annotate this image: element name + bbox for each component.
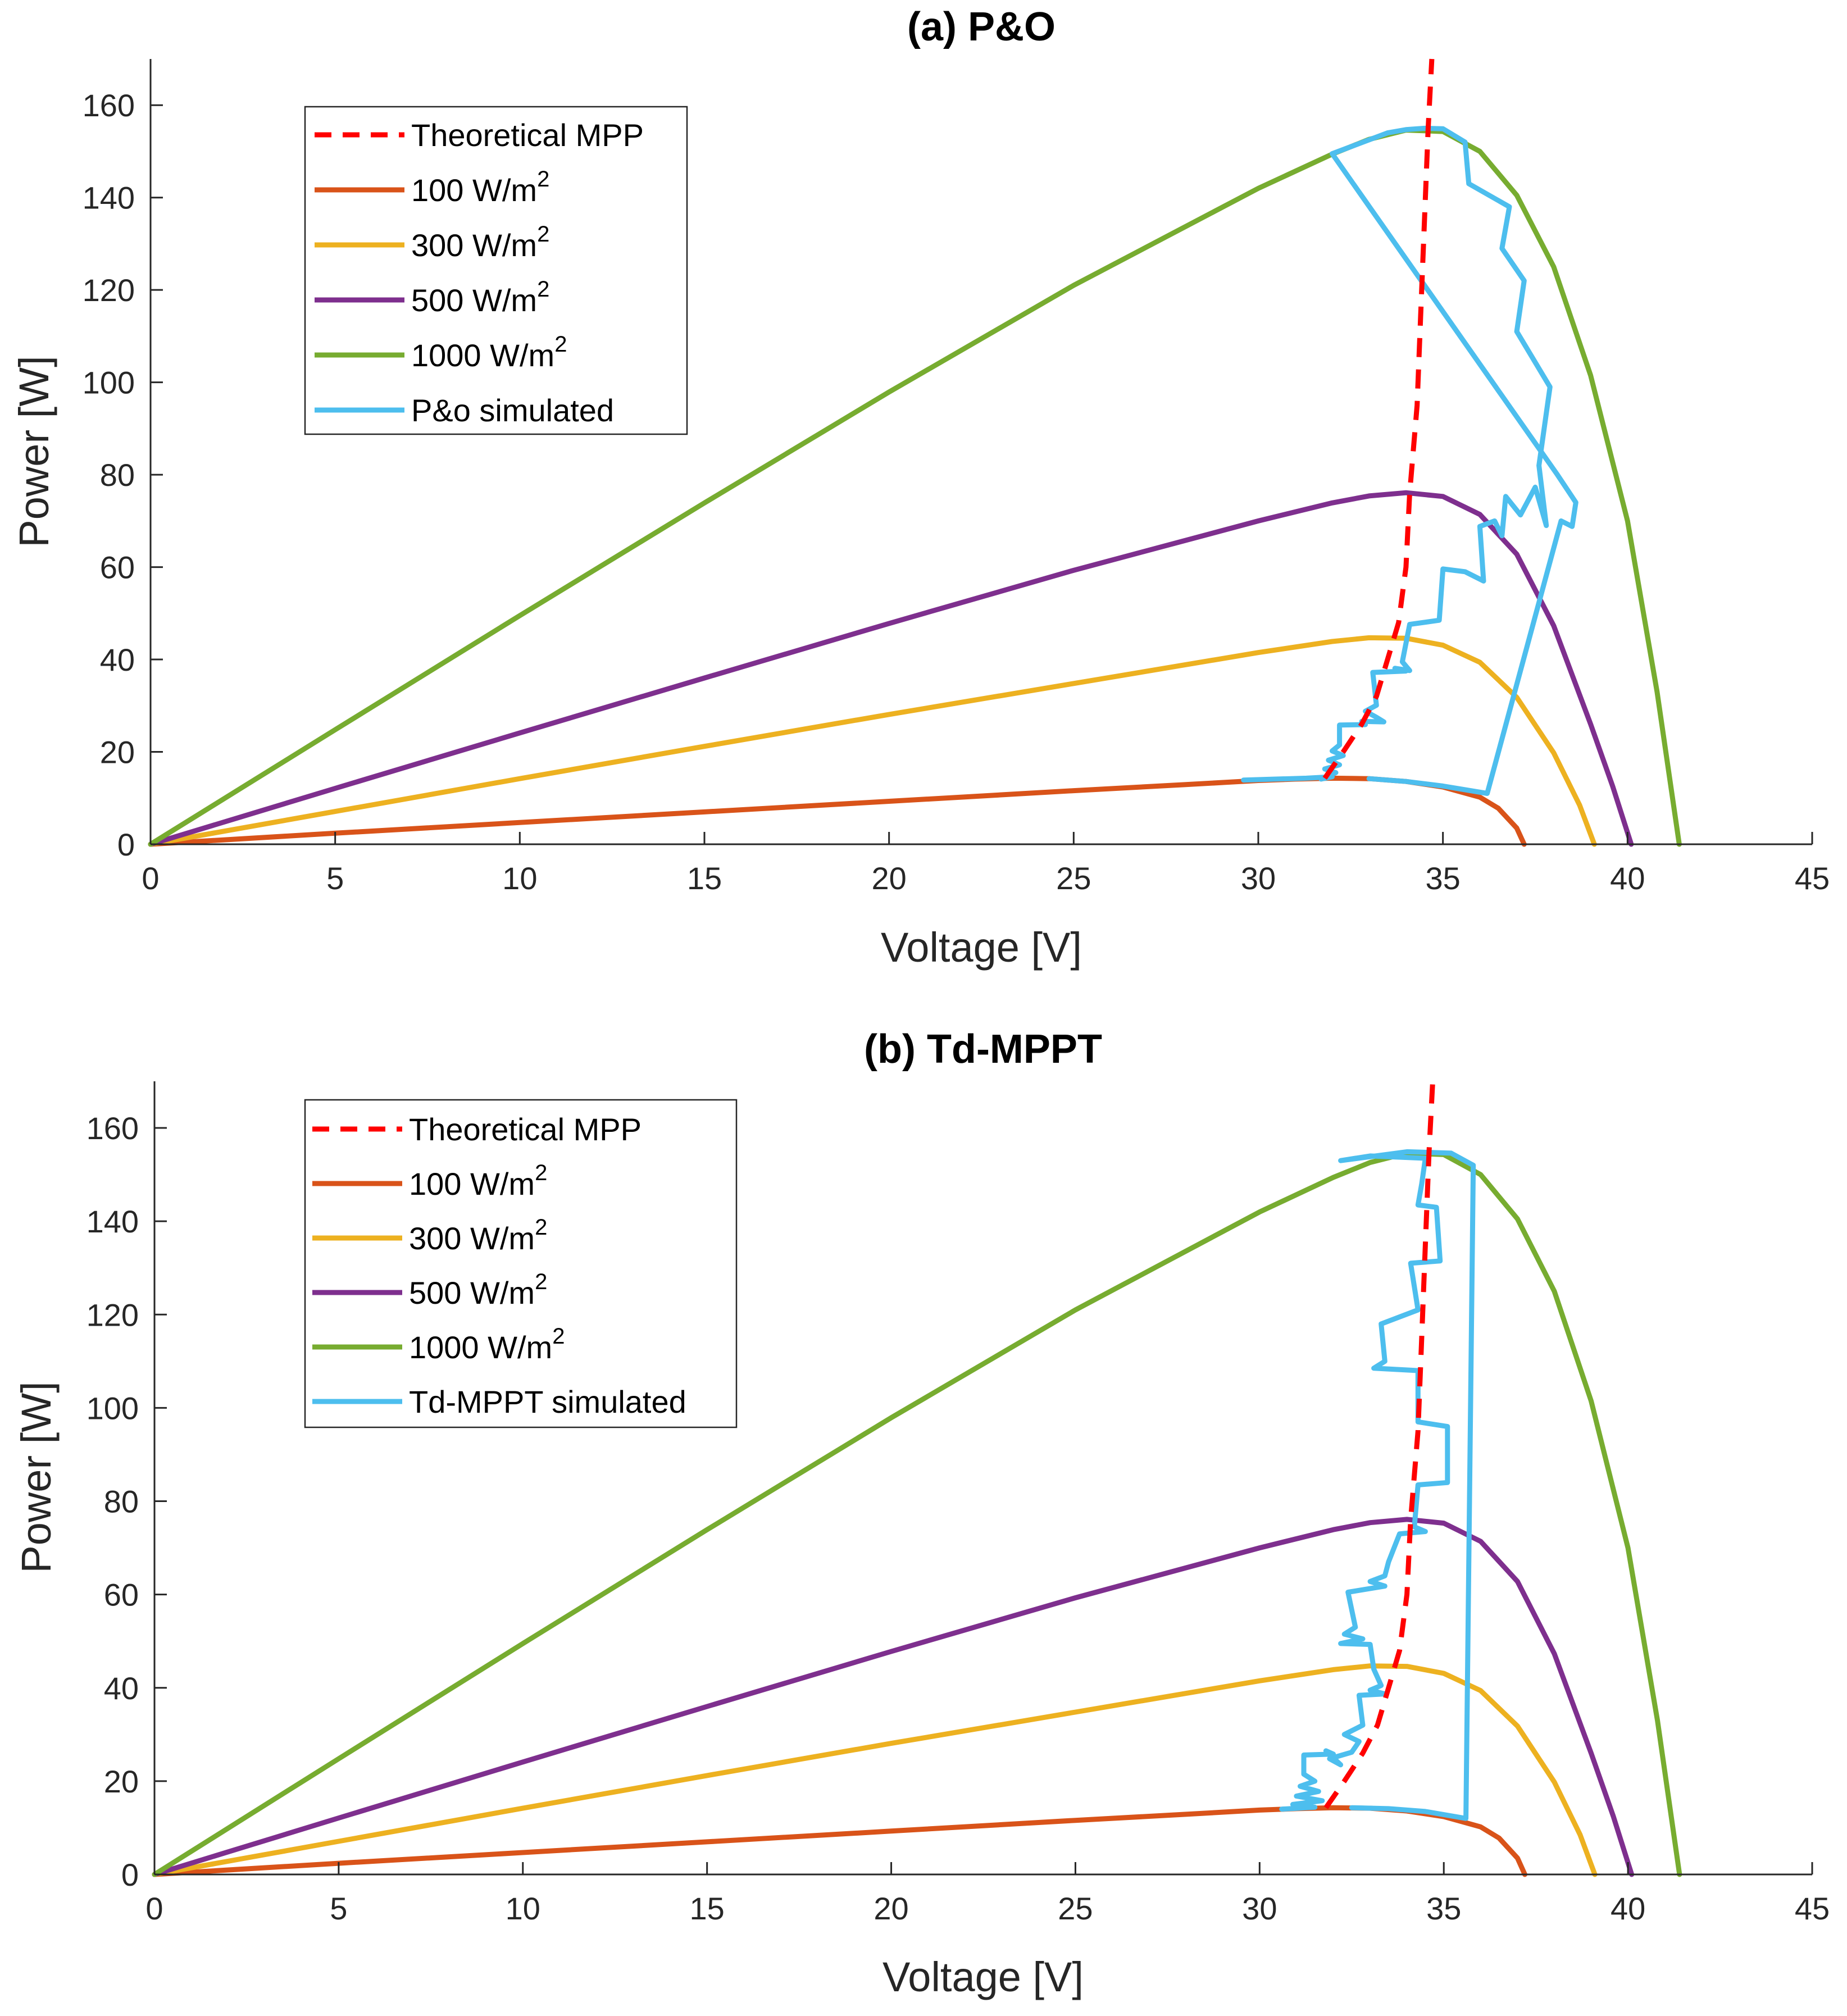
legend-label-text-a-5: P&o simulated xyxy=(411,393,614,428)
x-tick-label-a-5: 25 xyxy=(1056,861,1091,896)
x-tick-label-a-6: 30 xyxy=(1241,861,1276,896)
legend-label-text-b-1: 100 W/m xyxy=(409,1166,535,1202)
series-line-b-theoretical-mpp xyxy=(1323,1081,1435,1809)
legend-label-text-a-4: 1000 W/m xyxy=(411,338,554,373)
series-group-b xyxy=(152,1081,1682,1877)
x-axis-label-a: Voltage [V] xyxy=(881,924,1082,971)
legend-label-sup-b-4: 2 xyxy=(552,1324,565,1349)
x-tick-label-b-2: 10 xyxy=(506,1891,540,1926)
series-line-a-theoretical-mpp xyxy=(1322,58,1435,780)
legend-label-text-b-2: 300 W/m xyxy=(409,1221,535,1256)
chart-title-b: (b) Td-MPPT xyxy=(864,1027,1102,1072)
legend-label-sup-a-1: 2 xyxy=(537,167,549,192)
series-line-a-p-o-simulated xyxy=(1241,125,1578,796)
x-tick-label-b-1: 5 xyxy=(330,1891,347,1926)
legend-label-a-1: 100 W/m2 xyxy=(411,167,549,208)
legend-label-b-0: Theoretical MPP xyxy=(409,1112,642,1147)
x-tick-label-a-0: 0 xyxy=(142,861,159,896)
y-axis-label-b: Power [W] xyxy=(13,1381,60,1573)
y-tick-label-a-4: 80 xyxy=(100,457,135,493)
legend-label-a-3: 500 W/m2 xyxy=(411,277,549,318)
y-tick-label-b-5: 100 xyxy=(87,1390,139,1426)
x-ticks-a: 0 5 10 15 20 25 30 35 40 45 xyxy=(142,832,1830,896)
legend-label-text-b-4: 1000 W/m xyxy=(409,1330,552,1365)
chart-title-a: (a) P&O xyxy=(907,4,1056,49)
y-tick-label-b-0: 0 xyxy=(121,1857,139,1892)
y-tick-label-a-7: 140 xyxy=(83,180,135,216)
x-tick-label-a-8: 40 xyxy=(1610,861,1645,896)
legend-label-text-b-3: 500 W/m xyxy=(409,1275,535,1310)
x-tick-label-b-7: 35 xyxy=(1426,1891,1461,1926)
y-tick-label-a-8: 160 xyxy=(83,88,135,123)
legend-label-sup-b-2: 2 xyxy=(535,1215,547,1240)
x-tick-label-b-8: 40 xyxy=(1611,1891,1645,1926)
y-tick-label-a-5: 100 xyxy=(83,365,135,401)
legend-label-a-0: Theoretical MPP xyxy=(411,117,644,153)
x-tick-label-a-4: 20 xyxy=(872,861,907,896)
x-ticks-b: 0 5 10 15 20 25 30 35 40 45 xyxy=(145,1862,1830,1926)
x-tick-label-a-2: 10 xyxy=(502,861,537,896)
x-tick-label-a-1: 5 xyxy=(326,861,344,896)
legend-label-a-4: 1000 W/m2 xyxy=(411,332,567,373)
y-tick-label-a-6: 120 xyxy=(83,272,135,308)
series-line-b-300-w-m2 xyxy=(152,1663,1598,1877)
legend-label-sup-a-4: 2 xyxy=(554,332,567,357)
x-tick-label-b-0: 0 xyxy=(145,1891,163,1926)
legend-label-text-a-3: 500 W/m xyxy=(411,283,537,318)
chart-panel-b: (b) Td-MPPT 0 5 10 15 20 25 30 35 40 45 0 20 40 60 80… xyxy=(13,1027,1830,2000)
chart-panel-a: (a) P&O 0 5 10 15 20 25 30 35 40 45 0 20 40 60 80 100 1… xyxy=(11,4,1830,971)
series-line-a-500-w-m2 xyxy=(148,490,1634,847)
y-tick-label-a-2: 40 xyxy=(100,642,135,677)
x-tick-label-b-6: 30 xyxy=(1242,1891,1277,1926)
y-tick-label-b-8: 160 xyxy=(87,1111,139,1146)
y-tick-label-a-1: 20 xyxy=(100,735,135,770)
x-tick-label-b-3: 15 xyxy=(690,1891,725,1926)
legend-label-text-a-2: 300 W/m xyxy=(411,227,537,263)
y-tick-label-b-7: 140 xyxy=(87,1204,139,1239)
legend-label-b-5: Td-MPPT simulated xyxy=(409,1384,686,1419)
axes-b xyxy=(153,1081,1812,1876)
legend-label-text-a-1: 100 W/m xyxy=(411,172,537,208)
legend-label-text-a-0: Theoretical MPP xyxy=(411,117,644,153)
legend-label-sup-b-1: 2 xyxy=(535,1161,547,1185)
x-axis-label-b: Voltage [V] xyxy=(882,1954,1084,2000)
y-ticks-b: 0 20 40 60 80 100 120 140 160 xyxy=(87,1111,167,1892)
legend-label-b-3: 500 W/m2 xyxy=(409,1269,547,1310)
series-group-a xyxy=(148,58,1682,847)
y-tick-label-b-1: 20 xyxy=(104,1764,139,1799)
axes-a xyxy=(149,59,1812,845)
y-tick-label-b-3: 60 xyxy=(104,1577,139,1613)
x-tick-label-a-3: 15 xyxy=(687,861,722,896)
legend-label-sup-b-3: 2 xyxy=(535,1269,547,1294)
legend-label-text-b-0: Theoretical MPP xyxy=(409,1112,642,1147)
y-axis-label-a: Power [W] xyxy=(11,356,57,547)
x-tick-label-b-4: 20 xyxy=(874,1891,908,1926)
y-tick-label-a-0: 0 xyxy=(117,827,135,862)
legend-label-b-1: 100 W/m2 xyxy=(409,1161,547,1202)
legend-label-b-4: 1000 W/m2 xyxy=(409,1324,565,1365)
legend-label-a-2: 300 W/m2 xyxy=(411,222,549,263)
legend-box-a xyxy=(304,106,688,435)
y-tick-label-b-2: 40 xyxy=(104,1671,139,1706)
y-tick-label-b-4: 80 xyxy=(104,1484,139,1519)
y-ticks-a: 0 20 40 60 80 100 120 140 160 xyxy=(83,88,163,862)
legend-label-sup-a-2: 2 xyxy=(537,222,549,247)
series-line-b-td-mppt-simulated xyxy=(1279,1149,1476,1821)
legend-label-sup-a-3: 2 xyxy=(537,277,549,302)
series-line-a-300-w-m2 xyxy=(148,635,1597,847)
x-tick-label-b-9: 45 xyxy=(1795,1891,1830,1926)
legend-label-a-5: P&o simulated xyxy=(411,393,614,428)
x-tick-label-b-5: 25 xyxy=(1058,1891,1093,1926)
x-tick-label-a-9: 45 xyxy=(1795,861,1830,896)
y-tick-label-a-3: 60 xyxy=(100,550,135,585)
x-tick-label-a-7: 35 xyxy=(1426,861,1461,896)
legend-label-text-b-5: Td-MPPT simulated xyxy=(409,1384,686,1419)
series-line-b-500-w-m2 xyxy=(152,1517,1635,1877)
legend-label-b-2: 300 W/m2 xyxy=(409,1215,547,1256)
y-tick-label-b-6: 120 xyxy=(87,1297,139,1332)
legend-box-b xyxy=(304,1099,738,1428)
